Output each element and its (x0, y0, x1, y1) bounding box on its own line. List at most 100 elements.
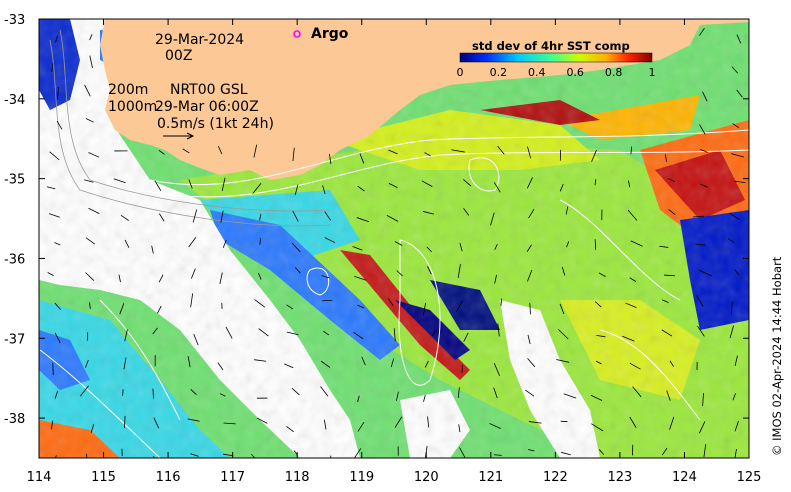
velocity-arrow (457, 387, 460, 399)
velocity-arrow (528, 449, 535, 452)
velocity-arrow (320, 360, 331, 368)
velocity-arrow (561, 451, 571, 456)
argo-marker-icon (293, 30, 301, 38)
velocity-arrow (527, 269, 533, 282)
velocity-arrow (323, 330, 330, 336)
velocity-arrow (259, 237, 261, 245)
velocity-arrow (258, 328, 269, 337)
velocity-arrow (85, 118, 94, 123)
velocity-arrow (118, 274, 121, 283)
velocity-arrow (493, 387, 498, 399)
velocity-arrow (294, 184, 299, 196)
velocity-arrow (698, 421, 706, 434)
velocity-arrow (461, 364, 463, 373)
velocity-arrow (88, 152, 100, 158)
velocity-arrow (85, 272, 95, 281)
plot-frame (38, 18, 750, 459)
velocity-arrow (320, 386, 329, 397)
velocity-arrow (79, 385, 89, 397)
velocity-arrow (732, 123, 740, 128)
legend-tick-label: 0 (457, 66, 464, 79)
velocity-arrow (357, 421, 365, 432)
velocity-arrow (457, 264, 461, 278)
velocity-arrow (493, 454, 502, 456)
velocity-arrow (423, 211, 435, 215)
velocity-arrow (596, 334, 606, 338)
velocity-arrow (220, 210, 224, 223)
velocity-arrow (421, 180, 433, 187)
velocity-arrow (322, 185, 326, 195)
velocity-arrow (158, 274, 164, 283)
velocity-arrow (625, 302, 637, 309)
argo-label: Argo (311, 26, 349, 42)
velocity-arrow (700, 149, 708, 153)
velocity-arrow (556, 359, 570, 363)
velocity-arrow (699, 27, 705, 36)
product-time: 29-Mar 06:00Z (155, 99, 259, 115)
velocity-arrow (558, 329, 569, 340)
velocity-arrow (664, 154, 668, 162)
velocity-arrow (157, 305, 162, 314)
velocity-arrow (221, 177, 226, 191)
velocity-arrow (354, 276, 367, 281)
velocity-arrow (427, 266, 432, 275)
x-tick-label: 121 (478, 470, 503, 485)
velocity-arrow (527, 358, 536, 368)
velocity-arrow (455, 300, 463, 313)
velocity-arrow (152, 456, 156, 458)
velocity-arrow (187, 418, 200, 422)
velocity-arrow (254, 359, 267, 362)
velocity-arrow (217, 362, 224, 371)
y-tick-label: -34 (4, 93, 25, 108)
velocity-arrow (598, 272, 606, 278)
velocity-arrow (54, 455, 57, 458)
velocity-arrow (329, 153, 332, 165)
legend-tick-label: 0.8 (605, 66, 623, 79)
velocity-arrow (89, 302, 91, 309)
velocity-arrow (669, 360, 674, 367)
velocity-arrow (217, 146, 223, 155)
velocity-arrow (627, 209, 638, 221)
velocity-arrow (85, 360, 89, 368)
velocity-arrow (561, 266, 566, 276)
contour-lines (39, 129, 749, 458)
velocity-arrow (324, 211, 332, 221)
velocity-arrow (254, 299, 266, 308)
velocity-arrow (494, 274, 497, 284)
velocity-arrow (422, 302, 427, 316)
velocity-arrow (291, 242, 301, 253)
velocity-arrow (323, 419, 327, 430)
velocity-arrow (387, 298, 394, 306)
velocity-arrow (90, 424, 95, 433)
velocity-arrow (463, 208, 470, 216)
velocity-arrow (394, 416, 403, 428)
velocity-arrow (284, 363, 294, 369)
velocity-arrow (661, 299, 669, 303)
velocity-arrow (463, 332, 469, 342)
velocity-arrow (190, 389, 197, 396)
hour-label: 00Z (165, 48, 192, 64)
velocity-arrow (695, 243, 706, 246)
velocity-arrow (225, 326, 233, 339)
velocity-arrow (529, 302, 531, 315)
velocity-arrow (89, 55, 93, 69)
velocity-arrow (113, 178, 126, 184)
velocity-arrow (594, 179, 597, 186)
velocity-arrow (703, 444, 707, 457)
velocity-arrow (158, 149, 165, 155)
velocity-arrow (124, 239, 130, 248)
velocity-arrow (630, 240, 643, 247)
arrow-scale-icon (163, 132, 195, 140)
product-label: NRT00 GSL (170, 82, 248, 98)
velocity-arrow (731, 66, 738, 74)
velocity-arrow (736, 89, 743, 98)
velocity-arrow (190, 268, 196, 279)
velocity-arrow (702, 393, 704, 407)
y-tick-label: -35 (4, 173, 25, 188)
legend-title: std dev of 4hr SST comp (472, 39, 630, 53)
velocity-arrow (47, 272, 54, 277)
legend-tick-label: 0.4 (528, 66, 546, 79)
velocity-arrow (659, 245, 669, 248)
velocity-arrow (291, 387, 300, 396)
